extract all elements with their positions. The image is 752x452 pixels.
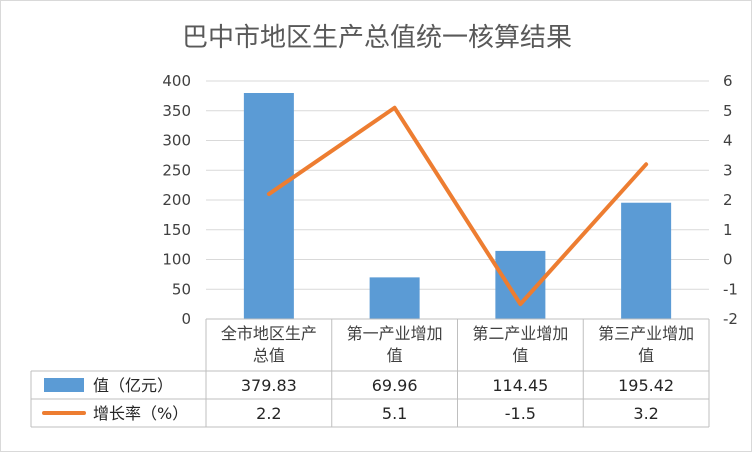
right-tick-label: 5 [723, 102, 733, 120]
left-tick-label: 150 [162, 221, 191, 239]
table-value: 69.96 [372, 376, 418, 395]
category-label: 第三产业增加 [598, 324, 694, 343]
right-tick-label: 0 [723, 251, 733, 269]
legend-bar-swatch [44, 378, 84, 392]
table-value: 114.45 [492, 376, 548, 395]
left-tick-label: 50 [172, 280, 191, 298]
right-tick-label: 6 [723, 72, 733, 90]
category-label: 值 [512, 346, 528, 365]
right-axis-ticks: -2 -1 0 1 2 3 4 5 6 [723, 72, 738, 328]
table-value: 3.2 [633, 404, 658, 423]
right-tick-label: 3 [723, 161, 733, 179]
table-value: 5.1 [382, 404, 407, 423]
growth-rate-line [266, 105, 649, 307]
category-label: 值 [387, 346, 403, 365]
left-tick-label: 300 [162, 132, 191, 150]
bar [369, 277, 420, 319]
table-value: -1.5 [505, 404, 536, 423]
table-value: 2.2 [256, 404, 281, 423]
category-label: 全市地区生产 [221, 324, 317, 343]
category-label: 值 [638, 346, 654, 365]
table-value: 195.42 [618, 376, 674, 395]
table-value: 379.83 [241, 376, 297, 395]
left-tick-label: 200 [162, 191, 191, 209]
right-tick-label: -2 [723, 310, 738, 328]
left-axis-ticks: 0 50 100 150 200 250 300 350 400 [162, 72, 191, 328]
category-label: 第二产业增加 [472, 324, 568, 343]
right-tick-label: 1 [723, 221, 733, 239]
legend-label: 增长率（%） [93, 404, 188, 423]
line-series [266, 105, 649, 307]
left-tick-label: 400 [162, 72, 191, 90]
left-tick-label: 100 [162, 251, 191, 269]
category-label: 第一产业增加 [347, 324, 443, 343]
left-tick-label: 350 [162, 102, 191, 120]
right-tick-label: -1 [723, 280, 738, 298]
left-tick-label: 0 [181, 310, 191, 328]
bar [243, 93, 294, 319]
right-tick-label: 4 [723, 132, 733, 150]
bar [621, 202, 672, 319]
left-tick-label: 250 [162, 161, 191, 179]
category-label: 总值 [253, 346, 285, 365]
right-tick-label: 2 [723, 191, 733, 209]
legend-label: 值（亿元） [93, 376, 173, 395]
chart-title: 巴中市地区生产总值统一核算结果 [182, 23, 572, 53]
